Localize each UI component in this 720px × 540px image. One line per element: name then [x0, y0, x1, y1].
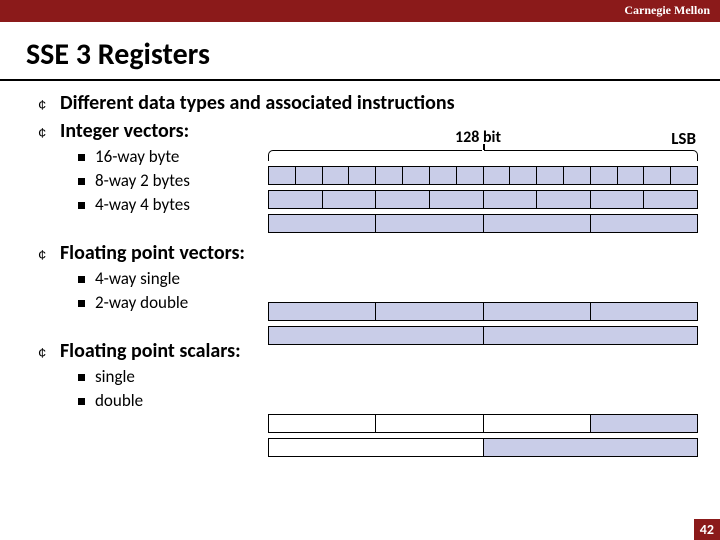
square-icon	[78, 300, 85, 307]
heading-text: Different data types and associated inst…	[60, 91, 455, 115]
register-row	[268, 190, 698, 209]
bullet-circle-icon: ¢	[38, 98, 60, 114]
register-row	[268, 302, 698, 321]
register-cell	[591, 415, 697, 432]
subitem-text: double	[95, 389, 143, 413]
register-cell	[323, 191, 377, 208]
register-cell	[484, 303, 591, 320]
bullet-datatypes: ¢ Different data types and associated in…	[38, 91, 720, 115]
subitem: 4-way single	[38, 267, 720, 291]
register-cell	[564, 167, 591, 184]
register-cell	[296, 167, 323, 184]
width-brace	[268, 150, 698, 161]
register-cell	[376, 303, 483, 320]
register-cell	[591, 215, 697, 232]
slide-title: SSE 3 Registers	[0, 22, 720, 75]
register-cell	[349, 167, 376, 184]
subitem-text: 4-way 4 bytes	[95, 193, 190, 217]
register-cell	[376, 215, 483, 232]
register-cell	[671, 167, 697, 184]
register-cell	[403, 167, 430, 184]
register-cell	[269, 191, 323, 208]
register-cell	[430, 167, 457, 184]
register-row	[268, 438, 698, 457]
register-cell	[457, 167, 484, 184]
register-cell	[484, 439, 698, 456]
square-icon	[78, 202, 85, 209]
register-cell	[591, 191, 645, 208]
square-icon	[78, 154, 85, 161]
register-cell	[376, 167, 403, 184]
heading-text: Floating point vectors:	[60, 241, 245, 265]
square-icon	[78, 398, 85, 405]
page-number: 42	[694, 519, 720, 540]
register-cell	[269, 303, 376, 320]
subitem: single	[38, 365, 720, 389]
register-cell	[484, 191, 538, 208]
register-cell	[484, 327, 698, 344]
heading-text: Floating point scalars:	[60, 339, 241, 363]
register-cell	[618, 167, 645, 184]
subitem: double	[38, 389, 720, 413]
register-cell	[537, 191, 591, 208]
register-cell	[269, 327, 484, 344]
register-cell	[269, 415, 376, 432]
register-cell	[269, 215, 376, 232]
register-cell	[269, 439, 484, 456]
register-row	[268, 214, 698, 233]
register-cell	[376, 415, 483, 432]
register-cell	[430, 191, 484, 208]
subitem-text: 4-way single	[95, 267, 180, 291]
subitem-text: 8-way 2 bytes	[95, 169, 190, 193]
bullet-circle-icon: ¢	[38, 346, 60, 362]
header-bar: Carnegie Mellon	[0, 0, 720, 22]
bullet-circle-icon: ¢	[38, 248, 60, 264]
subitem-text: 2-way double	[95, 291, 188, 315]
register-row	[268, 414, 698, 433]
content-area: ¢ Different data types and associated in…	[0, 81, 720, 413]
register-cell	[644, 167, 671, 184]
square-icon	[78, 374, 85, 381]
subitem-text: single	[95, 365, 135, 389]
square-icon	[78, 276, 85, 283]
register-cell	[484, 167, 511, 184]
register-cell	[484, 215, 591, 232]
lsb-label: LSB	[671, 128, 696, 149]
institution-label: Carnegie Mellon	[624, 3, 710, 18]
bullet-circle-icon: ¢	[38, 126, 60, 142]
register-cell	[484, 415, 591, 432]
bit-width-label: 128 bit	[455, 128, 501, 147]
register-cell	[537, 167, 564, 184]
register-cell	[591, 167, 618, 184]
bullet-intvec: ¢ Integer vectors:	[38, 119, 720, 143]
register-cell	[323, 167, 350, 184]
register-row	[268, 326, 698, 345]
register-cell	[644, 191, 697, 208]
register-cell	[376, 191, 430, 208]
register-row	[268, 166, 698, 185]
subitem-text: 16-way byte	[95, 145, 179, 169]
register-cell	[510, 167, 537, 184]
heading-text: Integer vectors:	[60, 119, 189, 143]
square-icon	[78, 178, 85, 185]
bullet-fpvec: ¢ Floating point vectors:	[38, 241, 720, 265]
register-cell	[591, 303, 697, 320]
register-cell	[269, 167, 296, 184]
